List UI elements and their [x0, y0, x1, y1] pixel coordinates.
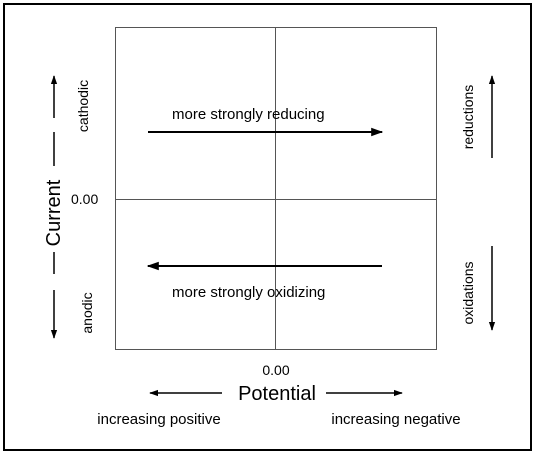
outer-frame — [3, 3, 532, 451]
reducing-label: more strongly reducing — [172, 106, 325, 123]
increasing-positive-label: increasing positive — [97, 411, 220, 428]
potential-zero-label: 0.00 — [262, 362, 289, 378]
current-axis-label: Current — [43, 179, 65, 246]
increasing-negative-label: increasing negative — [331, 411, 460, 428]
oxidizing-label: more strongly oxidizing — [172, 284, 325, 301]
cathodic-label: cathodic — [75, 80, 91, 132]
potential-axis-label: Potential — [238, 383, 316, 405]
anodic-label: anodic — [79, 292, 95, 333]
reductions-label: reductions — [460, 85, 476, 150]
oxidations-label: oxidations — [460, 261, 476, 324]
current-zero-label: 0.00 — [71, 191, 98, 207]
